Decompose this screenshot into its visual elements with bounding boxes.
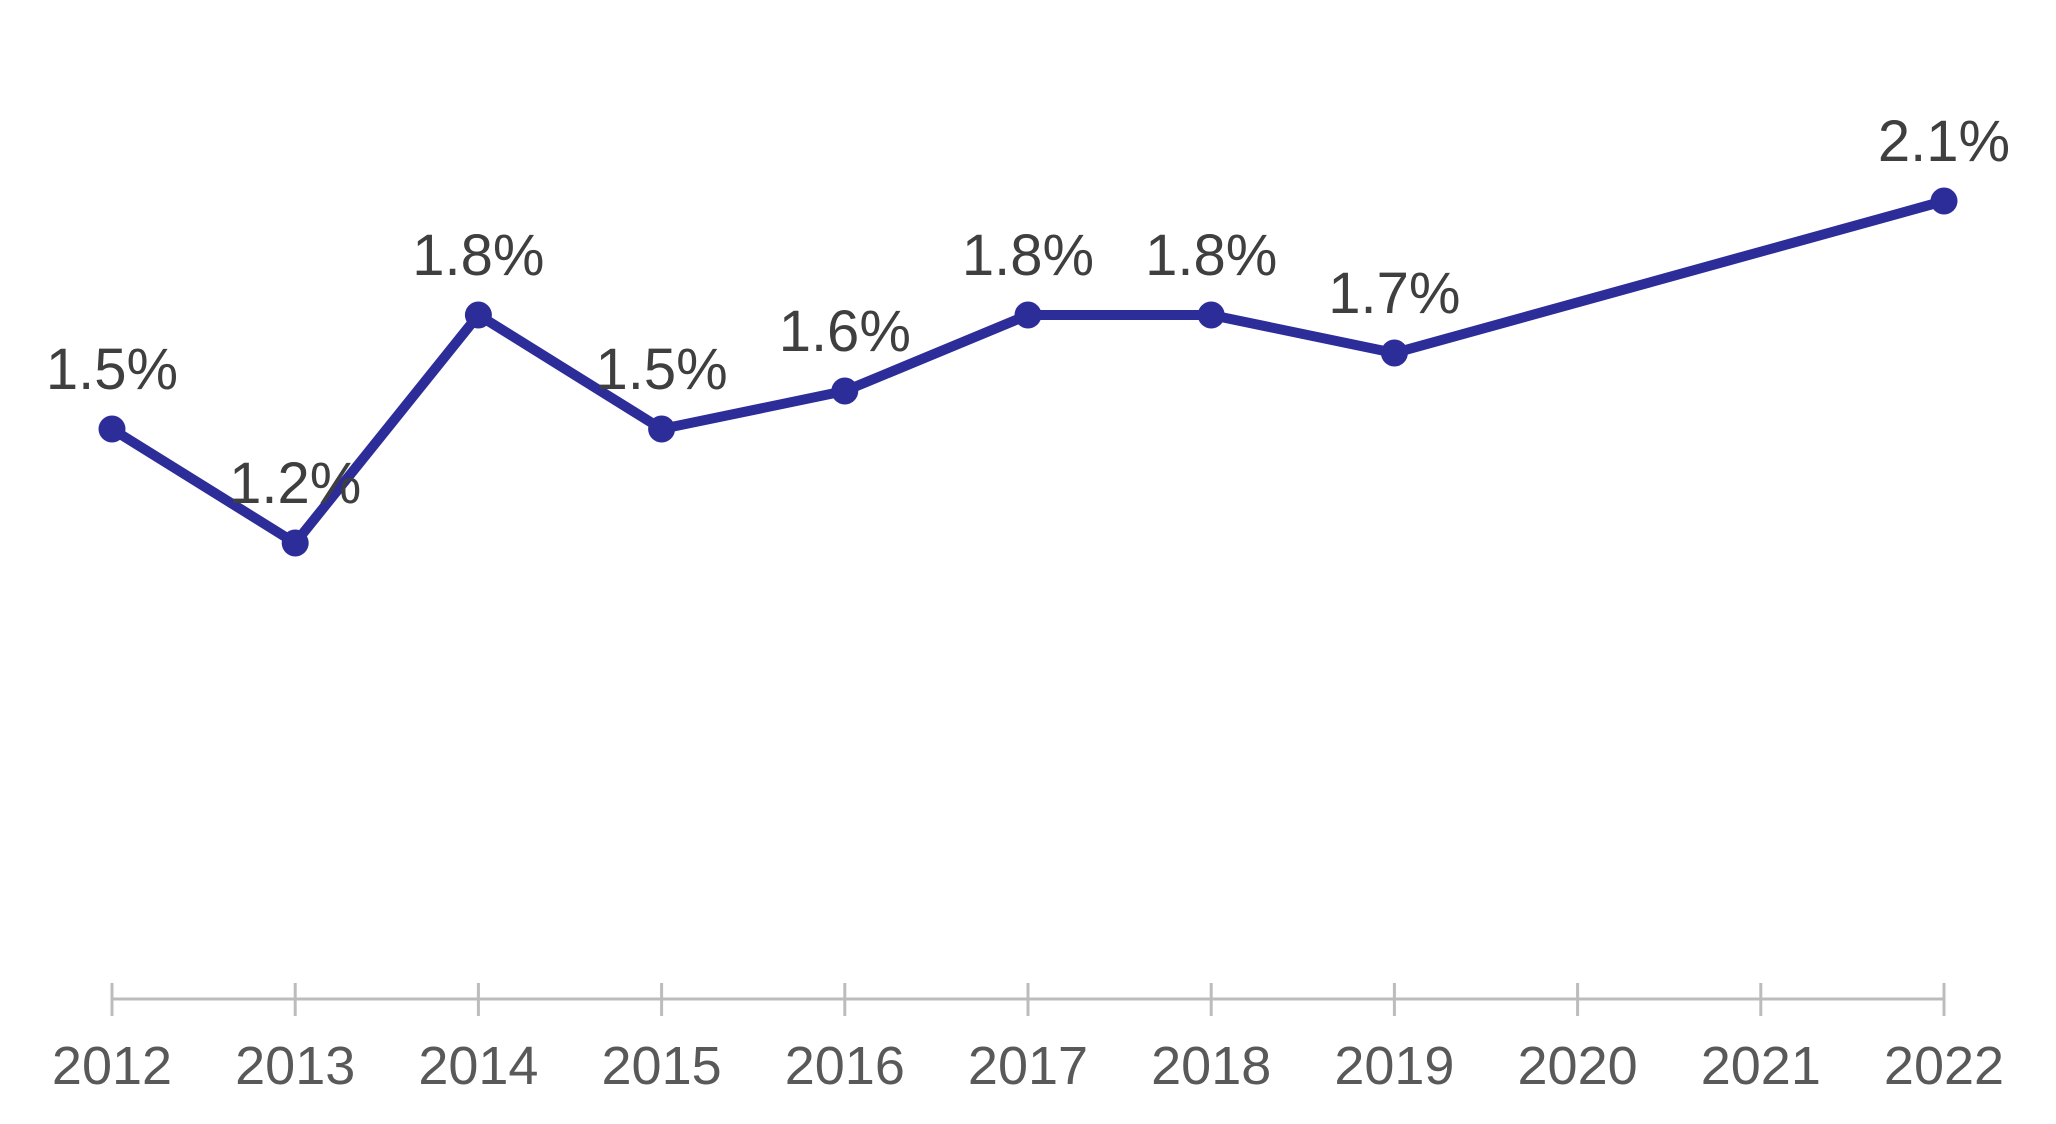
data-label-2018: 1.8% xyxy=(1145,223,1277,288)
data-point-2017 xyxy=(1014,301,1042,329)
data-label-2013: 1.2% xyxy=(229,451,361,516)
data-label-2012: 1.5% xyxy=(46,337,178,402)
data-label-2017: 1.8% xyxy=(962,223,1094,288)
data-point-2018 xyxy=(1197,301,1225,329)
data-point-2016 xyxy=(831,377,859,405)
data-point-2013 xyxy=(281,529,309,557)
x-axis-label-2013: 2013 xyxy=(235,1036,355,1096)
x-axis-label-2018: 2018 xyxy=(1151,1036,1271,1096)
x-axis-label-2019: 2019 xyxy=(1334,1036,1454,1096)
x-axis-label-2022: 2022 xyxy=(1884,1036,2004,1096)
data-point-2015 xyxy=(648,415,676,443)
data-label-2019: 1.7% xyxy=(1328,261,1460,326)
data-point-2019 xyxy=(1380,339,1408,367)
data-point-2012 xyxy=(98,415,126,443)
x-axis-label-2021: 2021 xyxy=(1701,1036,1821,1096)
data-point-2014 xyxy=(464,301,492,329)
data-label-2016: 1.6% xyxy=(779,299,911,364)
data-label-2014: 1.8% xyxy=(412,223,544,288)
x-axis-label-2014: 2014 xyxy=(418,1036,538,1096)
x-axis-label-2015: 2015 xyxy=(602,1036,722,1096)
data-label-2022: 2.1% xyxy=(1878,109,2010,174)
x-axis-label-2012: 2012 xyxy=(52,1036,172,1096)
x-axis-label-2016: 2016 xyxy=(785,1036,905,1096)
data-label-2015: 1.5% xyxy=(595,337,727,402)
x-axis-label-2017: 2017 xyxy=(968,1036,1088,1096)
data-point-2022 xyxy=(1930,187,1958,215)
x-axis-label-2020: 2020 xyxy=(1518,1036,1638,1096)
